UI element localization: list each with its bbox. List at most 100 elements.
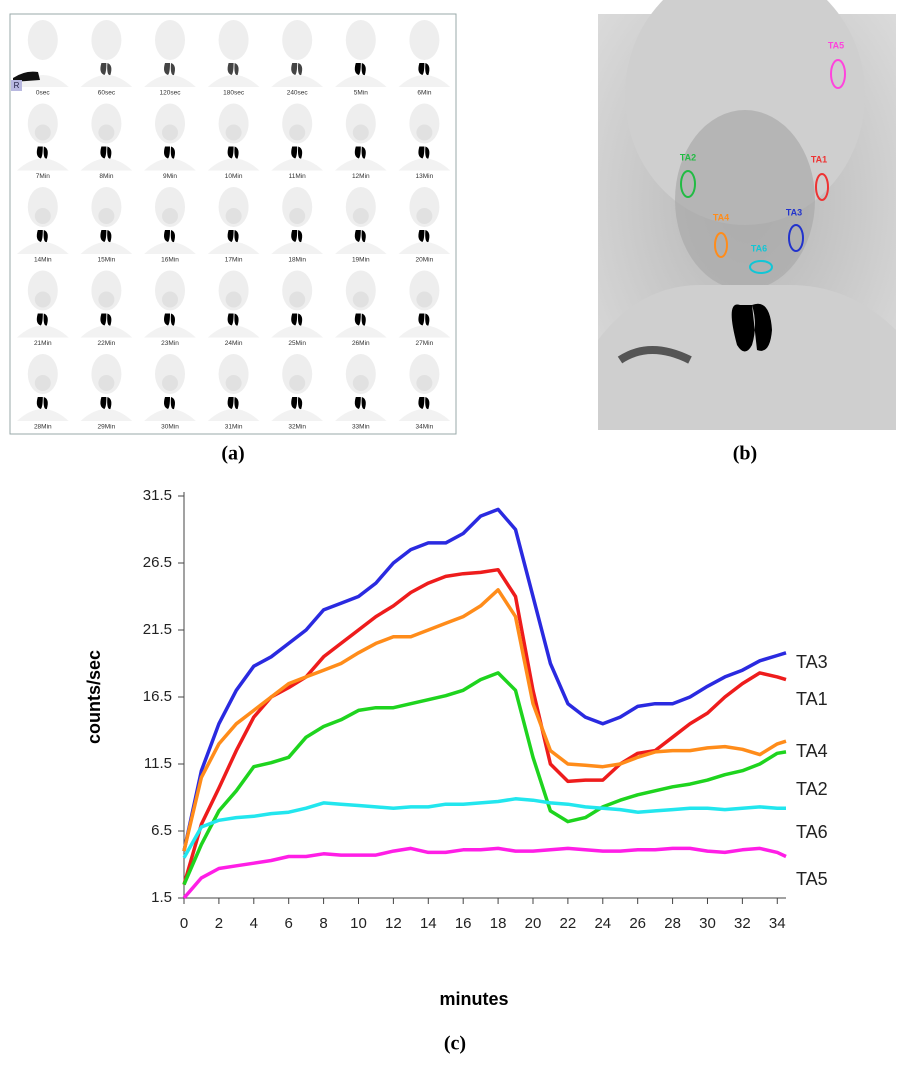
frame-label: 19Min xyxy=(352,257,370,264)
frame-label: 12Min xyxy=(352,173,370,180)
frame-face xyxy=(416,291,433,308)
series-line xyxy=(182,797,786,859)
frame-head xyxy=(282,20,313,60)
frame-shoulders xyxy=(80,409,133,421)
frame-label: 0sec xyxy=(36,90,50,97)
frame-face xyxy=(352,124,369,141)
frame-shoulders xyxy=(80,158,133,171)
frame-shoulders xyxy=(80,242,133,254)
frame-thyroid xyxy=(354,63,366,76)
panel-a: 0sec 60sec 120sec 180sec 240sec 5Min 6Min 7Min 8… xyxy=(11,20,451,431)
frame-label: 30Min xyxy=(161,424,179,431)
roi-outline xyxy=(815,173,829,201)
y-tick-label: 16.5 xyxy=(143,688,172,705)
series-line xyxy=(182,588,787,852)
frame-shoulders xyxy=(398,325,451,338)
frame-thyroid xyxy=(418,230,430,243)
frame-face xyxy=(34,375,51,391)
frame-label: 7Min xyxy=(36,173,50,180)
roi-outline xyxy=(749,260,773,274)
frame-face xyxy=(162,375,178,391)
frame-label: 22Min xyxy=(98,340,116,347)
frame-thyroid xyxy=(164,230,175,243)
frame-shoulders xyxy=(207,75,260,87)
frame-label: 15Min xyxy=(98,257,116,264)
frame-label: 120sec xyxy=(160,90,182,97)
roi-outline xyxy=(714,232,728,258)
frame-head xyxy=(155,20,185,60)
frame-thyroid xyxy=(354,146,366,159)
x-tick-label: 16 xyxy=(455,915,472,932)
frame-label: 31Min xyxy=(225,424,243,431)
series-line xyxy=(182,846,787,900)
series-line xyxy=(182,507,787,852)
frame-face xyxy=(225,291,242,308)
frame-thyroid xyxy=(164,313,175,326)
series-label: TA5 xyxy=(796,869,828,889)
frame-shoulders xyxy=(144,242,196,254)
frame-head xyxy=(27,20,58,60)
x-tick-label: 6 xyxy=(285,915,293,932)
frame-shoulders xyxy=(17,325,69,338)
frame-shoulders xyxy=(271,75,323,87)
frame-label: 29Min xyxy=(98,424,116,431)
frame-face xyxy=(416,208,433,224)
frame-face xyxy=(352,291,369,308)
frame-label: 11Min xyxy=(289,173,307,180)
x-tick-label: 28 xyxy=(664,915,681,932)
x-tick-label: 14 xyxy=(420,915,437,932)
frame-shoulders xyxy=(207,325,260,338)
frame-thyroid xyxy=(36,146,48,159)
frame-thyroid xyxy=(227,230,239,243)
series-line xyxy=(182,567,787,886)
arm xyxy=(617,346,692,364)
frame-face xyxy=(98,375,115,391)
roi-outline xyxy=(680,170,696,198)
frame-shoulders xyxy=(271,325,323,338)
frame-thyroid xyxy=(36,230,48,243)
frame-face xyxy=(416,375,433,391)
frame-face xyxy=(225,124,242,141)
frame-face xyxy=(162,208,178,224)
frame-label: 23Min xyxy=(161,340,179,347)
frame-face xyxy=(289,208,306,224)
frame-head xyxy=(91,20,122,60)
frame-face xyxy=(162,124,178,141)
panel-b: TA5 TA2 TA1 TA4 TA3 TA6 xyxy=(598,0,896,430)
x-tick-label: 26 xyxy=(629,915,646,932)
frame-face xyxy=(225,208,242,224)
frame-face xyxy=(225,375,242,391)
x-tick-label: 22 xyxy=(560,915,577,932)
frame-shoulders xyxy=(144,75,196,87)
y-tick-label: 6.5 xyxy=(151,822,172,839)
frame-thyroid xyxy=(227,146,239,159)
frame-face xyxy=(352,375,369,391)
frame-shoulders xyxy=(17,409,69,421)
frame-label: 18Min xyxy=(288,257,306,264)
frame-thyroid xyxy=(291,146,303,159)
frame-label: 240sec xyxy=(287,90,309,97)
frame-label: 8Min xyxy=(99,173,113,180)
marker-label: R xyxy=(14,81,20,90)
frame-shoulders xyxy=(207,242,260,254)
frame-label: 180sec xyxy=(223,90,245,97)
frame-label: 13Min xyxy=(416,173,434,180)
series-label: TA3 xyxy=(796,652,828,672)
frame-label: 24Min xyxy=(225,340,243,347)
frame-face xyxy=(34,291,51,308)
frame-shoulders xyxy=(17,242,69,254)
x-tick-label: 12 xyxy=(385,915,402,932)
frame-thyroid xyxy=(36,397,48,410)
x-tick-label: 24 xyxy=(594,915,611,932)
frame-label: 26Min xyxy=(352,340,370,347)
roi-label: TA6 xyxy=(751,243,767,253)
x-tick-label: 34 xyxy=(769,915,786,932)
frame-label: 17Min xyxy=(225,257,243,264)
frame-head xyxy=(409,20,440,60)
roi-outline xyxy=(830,59,846,89)
frame-shoulders xyxy=(271,242,323,254)
frame-shoulders xyxy=(80,325,133,338)
frame-face xyxy=(34,124,51,141)
frame-label: 14Min xyxy=(34,257,52,264)
frame-thyroid xyxy=(100,313,112,326)
